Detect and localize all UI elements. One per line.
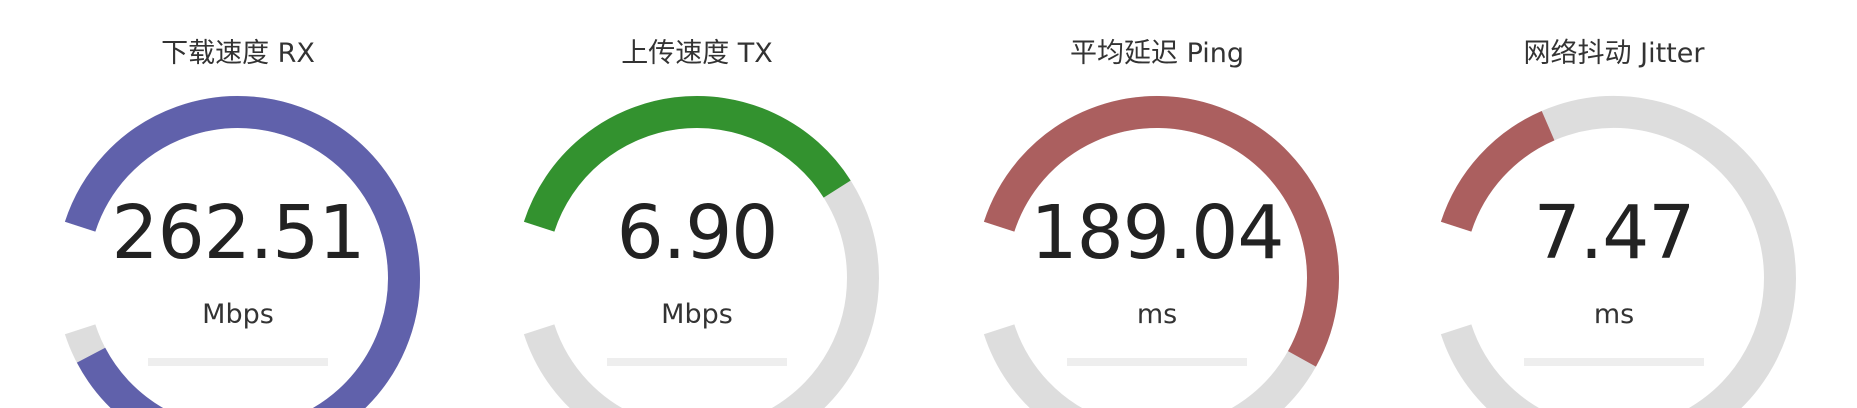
- gauge-title: 平均延迟 Ping: [1069, 38, 1245, 69]
- gauge-arc: [983, 96, 1339, 408]
- gauge-fill: [1440, 110, 1555, 232]
- gauge-bar: [1067, 358, 1247, 366]
- gauge-title: 上传速度 TX: [621, 38, 773, 69]
- gauge-value: 189.04: [1030, 190, 1285, 276]
- gauge-arc: [1440, 96, 1796, 408]
- gauge-unit: Mbps: [202, 299, 274, 330]
- gauge-arc: [64, 96, 420, 408]
- gauge-value: 7.47: [1533, 190, 1696, 276]
- gauge-upload: 上传速度 TX 6.90 Mbps: [477, 0, 917, 408]
- gauge-track: [1440, 96, 1796, 408]
- gauge-unit: ms: [1593, 299, 1635, 330]
- gauge-unit: Mbps: [661, 299, 733, 330]
- gauge-value: 262.51: [111, 190, 366, 276]
- gauge-download: 下载速度 RX 262.51 Mbps: [18, 0, 458, 408]
- gauge-fill: [523, 96, 851, 232]
- gauge-unit: ms: [1136, 299, 1178, 330]
- gauge-ping: 平均延迟 Ping 189.04 ms: [937, 0, 1377, 408]
- gauge-fill: [983, 96, 1339, 367]
- gauge-title: 下载速度 RX: [161, 38, 315, 69]
- gauge-arc: [523, 96, 879, 408]
- gauge-title: 网络抖动 Jitter: [1523, 38, 1705, 69]
- gauge-jitter: 网络抖动 Jitter 7.47 ms: [1394, 0, 1834, 408]
- gauge-bar: [148, 358, 328, 366]
- gauge-bar: [607, 358, 787, 366]
- gauge-bar: [1524, 358, 1704, 366]
- gauge-value: 6.90: [616, 190, 779, 276]
- gauge-fill: [64, 96, 420, 408]
